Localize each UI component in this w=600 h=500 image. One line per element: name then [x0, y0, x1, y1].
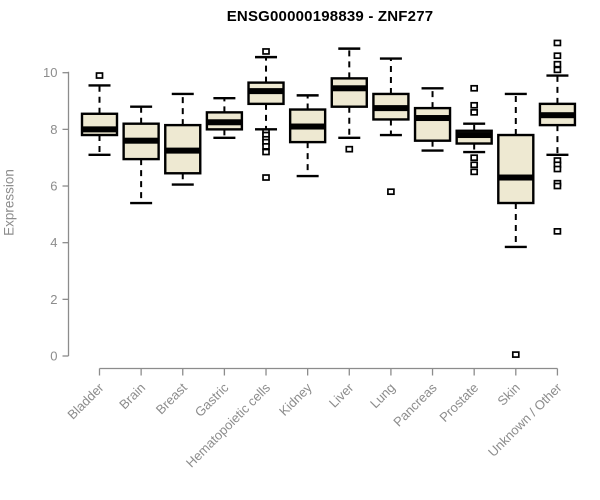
x-tick-label: Lung [367, 380, 398, 411]
x-tick-label: Kidney [276, 380, 315, 419]
box-kidney [288, 94, 327, 178]
outlier-point [470, 161, 479, 169]
x-tick-label: Breast [153, 380, 190, 417]
median-line [290, 123, 326, 130]
outlier-point [470, 101, 479, 109]
median-line [123, 137, 159, 144]
x-tick-label: Liver [326, 380, 357, 411]
iqr-box [497, 133, 535, 205]
outlier-point [470, 84, 479, 92]
outlier-point [553, 66, 562, 74]
median-line [456, 132, 492, 139]
box-lung [372, 57, 410, 196]
x-tick-label: Bladder [64, 380, 107, 423]
outlier-point [553, 39, 562, 47]
x-tick-label: Pancreas [390, 380, 440, 430]
median-line [415, 115, 451, 122]
x-tick-label: Brain [116, 380, 148, 412]
outlier-point [553, 52, 562, 60]
chart-title: ENSG00000198839 - ZNF277 [226, 8, 434, 25]
box-breast [164, 92, 202, 186]
outlier-point [95, 72, 104, 79]
outlier-point [511, 351, 520, 358]
box-gastric [205, 96, 244, 140]
box-liver [330, 47, 368, 153]
y-tick-label: 0 [50, 349, 57, 364]
y-tick-label: 4 [50, 235, 57, 250]
outlier-point [262, 174, 270, 181]
median-line [373, 105, 409, 112]
box-hematopoietic-cells [247, 48, 285, 181]
median-line [539, 112, 575, 119]
box-brain [122, 105, 160, 205]
box-pancreas [413, 87, 452, 152]
median-line [165, 147, 201, 154]
outlier-point [553, 60, 562, 68]
x-tick-label: Gastric [192, 380, 232, 420]
outlier-point [553, 227, 562, 235]
y-tick-label: 8 [50, 122, 57, 137]
iqr-box [413, 106, 452, 142]
median-line [498, 174, 534, 181]
outlier-point [470, 154, 479, 162]
box-bladder [80, 72, 119, 157]
outlier-point [553, 165, 562, 173]
box-prostate [455, 84, 493, 176]
x-tick-label: Skin [494, 380, 522, 408]
median-line [331, 85, 367, 92]
iqr-box [330, 77, 368, 108]
box-unknown-other [538, 39, 577, 235]
outlier-point [262, 143, 270, 150]
y-tick-label: 6 [50, 179, 57, 194]
outlier-point [387, 188, 395, 196]
y-tick-label: 10 [43, 65, 57, 80]
outlier-point [262, 148, 270, 156]
outlier-point [470, 168, 479, 176]
median-line [82, 126, 117, 133]
outlier-point [553, 182, 562, 190]
box-skin [497, 92, 535, 358]
x-tick-label: Prostate [436, 380, 481, 425]
y-axis: 0 2 4 6 8 10 [43, 65, 70, 364]
outlier-point [262, 48, 270, 55]
outlier-point [470, 109, 479, 116]
y-tick-label: 2 [50, 292, 57, 307]
x-tick-label: Unknown / Other [485, 380, 565, 460]
median-line [206, 119, 242, 126]
outlier-point [345, 145, 354, 153]
median-line [248, 88, 284, 95]
